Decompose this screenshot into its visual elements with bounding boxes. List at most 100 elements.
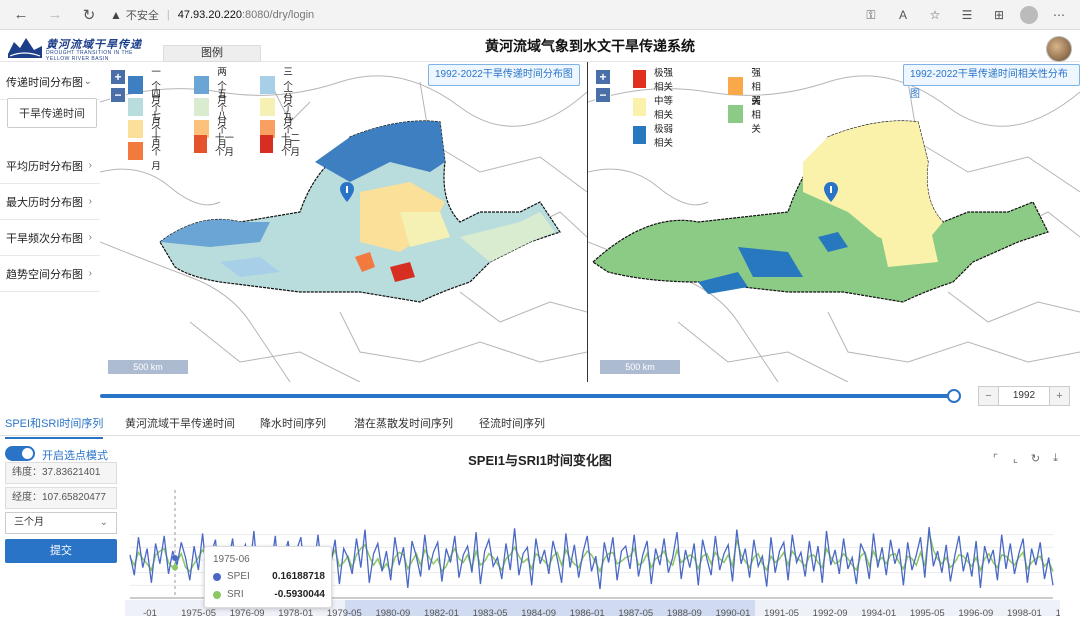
x-tick-label: 1978-01	[278, 608, 313, 619]
location-pin-icon[interactable]	[340, 182, 354, 202]
correlation-map[interactable]: + − 1992-2022干旱传递时间相关性分布图 500 km 极强相关 强相关…	[588, 62, 1080, 382]
back-icon[interactable]: ←	[13, 6, 29, 23]
logo: 黄河流域干旱传递 DROUGHT TRANSITION IN THE YELLO…	[6, 34, 146, 62]
sidebar-item-label: 干旱频次分布图	[6, 232, 83, 245]
slider-thumb[interactable]	[947, 389, 961, 403]
sidebar-item-trend[interactable]: 趋势空间分布图 ›	[0, 256, 100, 292]
warning-icon: ▲	[110, 8, 122, 22]
point-select-toggle[interactable]	[5, 446, 35, 461]
tab-spei-sri[interactable]: SPEI和SRI时间序列	[5, 415, 104, 439]
zoom-select-icon[interactable]: ⌜	[992, 453, 999, 465]
legend-item: 强相关	[728, 65, 770, 107]
user-avatar[interactable]	[1046, 36, 1072, 62]
tooltip-series-value: -0.5930044	[274, 589, 325, 600]
sidebar-item-max-duration[interactable]: 最大历时分布图 ›	[0, 184, 100, 220]
chevron-right-icon: ›	[88, 160, 92, 171]
legend-swatch	[128, 142, 144, 160]
legend-item: 极弱相关	[633, 121, 675, 149]
legend-swatch	[194, 120, 210, 138]
favorite-icon[interactable]: ☆	[929, 8, 941, 22]
restore-icon[interactable]: ↻	[1030, 453, 1041, 465]
more-icon[interactable]: ⋯	[1053, 8, 1065, 22]
key-icon[interactable]: ⚿	[866, 7, 876, 22]
spei-sri-chart[interactable]: -01 1975-05 1976-09 1978-01 1979-05 1980-09 19…	[125, 470, 1060, 621]
zoom-out-button[interactable]: −	[110, 87, 126, 103]
legend-item: 四个月	[128, 86, 170, 128]
tab-evapotranspiration[interactable]: 潜在蒸散发时间序列	[354, 418, 453, 430]
legend-item: 十一个月	[194, 130, 236, 158]
data-zoom-window	[345, 600, 755, 616]
tab-transfer-time[interactable]: 黄河流域干旱传递时间	[125, 418, 235, 430]
x-tick-label: 1988-09	[667, 608, 702, 619]
url-path: :8080/dry/login	[241, 9, 315, 21]
year-increment-button[interactable]: +	[1049, 387, 1069, 405]
x-tick-label: 1990-01	[716, 608, 751, 619]
chevron-right-icon: ›	[88, 268, 92, 279]
x-tick-label: 1983-05	[473, 608, 508, 619]
year-stepper[interactable]: − 1992 +	[978, 386, 1070, 406]
x-tick-label: 1980-09	[375, 608, 410, 619]
submit-button[interactable]: 提交	[5, 539, 117, 563]
legend-label: 七个月	[151, 111, 161, 150]
address-bar[interactable]: ▲ 不安全 | 47.93.20.220 :8080/dry/login	[110, 4, 870, 26]
year-slider[interactable]	[100, 389, 961, 403]
year-value[interactable]: 1992	[1012, 390, 1036, 401]
tooltip-series-name: SPEI	[227, 571, 250, 582]
legend-item: 八个月	[194, 108, 236, 150]
map-left-title: 1992-2022干旱传递时间分布图	[428, 64, 580, 86]
reload-icon[interactable]: ↻	[82, 6, 96, 24]
x-tick-label: 1991-05	[764, 608, 799, 619]
favorites-list-icon[interactable]: ☰	[961, 8, 973, 22]
location-pin-icon[interactable]	[824, 182, 838, 202]
sidebar-item-transfer-time[interactable]: 传递时间分布图 ⌄	[0, 64, 100, 100]
legend-label: 四个月	[151, 89, 161, 128]
chevron-right-icon: ›	[88, 232, 92, 243]
legend-tab[interactable]: 图例	[163, 45, 261, 62]
chevron-right-icon: ›	[88, 196, 92, 207]
legend-item: 九个月	[260, 108, 302, 150]
tab-precipitation[interactable]: 降水时间序列	[260, 418, 326, 430]
legend-swatch	[260, 98, 276, 116]
longitude-field[interactable]: 经度：107.65820477	[5, 487, 117, 509]
legend-swatch	[194, 98, 210, 116]
year-decrement-button[interactable]: −	[979, 387, 999, 405]
sidebar-item-label: 趋势空间分布图	[6, 268, 83, 281]
sri-dot-icon	[213, 590, 221, 599]
time-scale-select[interactable]: 三个月 ⌄	[5, 512, 117, 534]
zoom-out-button[interactable]: −	[595, 87, 611, 103]
transfer-time-map[interactable]: + − 1992-2022干旱传递时间分布图 500 km 一个月 两个月 三个月四…	[100, 62, 587, 382]
drought-transfer-time-button[interactable]: 干旱传递时间	[7, 98, 97, 128]
latitude-field[interactable]: 纬度：37.83621401	[5, 462, 117, 484]
zoom-in-button[interactable]: +	[110, 69, 126, 85]
slider-track[interactable]	[100, 394, 955, 398]
legend-item: 极强相关	[633, 65, 675, 93]
sidebar-item-mean-duration[interactable]: 平均历时分布图 ›	[0, 148, 100, 184]
chart-toolbox: ⌜ ⌞ ↻ ⤓	[988, 451, 1063, 466]
download-icon[interactable]: ⤓	[1053, 452, 1058, 464]
legend-item: 五个月	[194, 86, 236, 128]
legend-label: 三个月	[283, 67, 293, 106]
transfer-time-map-canvas	[100, 75, 587, 382]
legend-label: 五个月	[217, 89, 227, 128]
map-scale: 500 km	[108, 360, 188, 374]
logo-subtext: DROUGHT TRANSITION IN THE YELLOW RIVER B…	[46, 50, 133, 62]
tab-runoff[interactable]: 径流时间序列	[479, 418, 545, 430]
profile-icon[interactable]	[1020, 6, 1038, 24]
sidebar-item-frequency[interactable]: 干旱频次分布图 ›	[0, 220, 100, 256]
app-header	[0, 30, 1080, 62]
legend-swatch	[633, 98, 646, 116]
insecure-label: 不安全	[125, 10, 159, 22]
legend-swatch	[633, 126, 646, 144]
zoom-in-button[interactable]: +	[595, 69, 611, 85]
collections-icon[interactable]: ⊞	[993, 8, 1005, 22]
forward-icon[interactable]: →	[47, 6, 63, 23]
legend-label: 十一个月	[214, 133, 234, 158]
legend-label: 极弱相关	[653, 124, 673, 149]
zoom-reset-icon[interactable]: ⌞	[1012, 453, 1019, 465]
legend-item: 两个月	[194, 64, 236, 106]
logo-text: 黄河流域干旱传递	[46, 38, 142, 51]
x-tick-label: 1984-09	[521, 608, 556, 619]
read-aloud-icon[interactable]: A	[898, 8, 907, 22]
legend-item: 六个月	[260, 86, 302, 128]
chart-title: SPEI1与SRI1时间变化图	[468, 453, 612, 468]
